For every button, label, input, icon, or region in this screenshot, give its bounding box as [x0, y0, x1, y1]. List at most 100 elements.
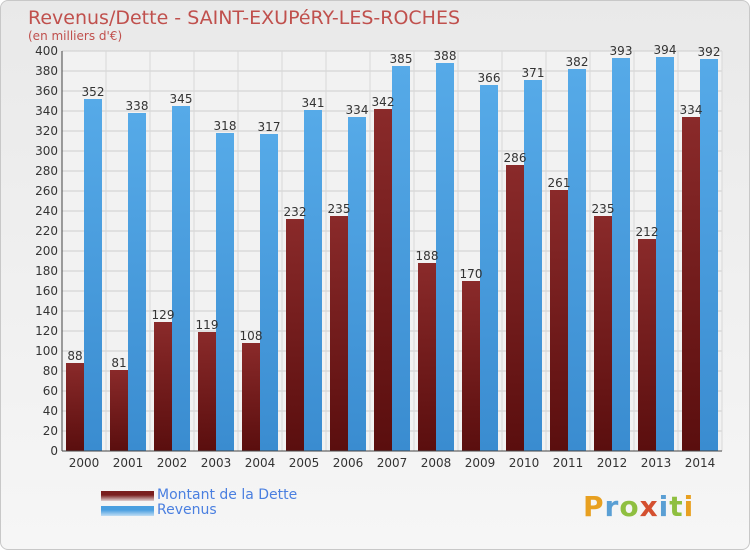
x-tick-label: 2013: [641, 456, 672, 470]
data-label-dette: 235: [328, 202, 351, 216]
x-tick-label: 2005: [289, 456, 320, 470]
bar-revenus: [700, 59, 718, 451]
logo-letter: t: [669, 490, 684, 523]
data-label-revenus: 371: [522, 66, 545, 80]
data-label-dette: 261: [548, 176, 571, 190]
data-label-dette: 119: [196, 318, 219, 332]
bar-revenus: [216, 133, 234, 451]
data-label-revenus: 394: [654, 43, 677, 57]
bar-dette: [110, 370, 128, 451]
bar-revenus: [480, 85, 498, 451]
chart-title: Revenus/Dette - SAINT-EXUPéRY-LES-ROCHES: [28, 7, 461, 29]
x-tick-label: 2011: [553, 456, 584, 470]
x-tick-label: 2008: [421, 456, 452, 470]
x-tick-label: 2000: [69, 456, 100, 470]
data-label-dette: 88: [67, 349, 82, 363]
y-tick-label: 260: [35, 184, 58, 198]
data-label-dette: 129: [152, 308, 175, 322]
proxiti-logo: Proxiti: [583, 490, 694, 523]
bar-revenus: [392, 66, 410, 451]
bar-dette: [66, 363, 84, 451]
data-label-revenus: 388: [434, 49, 457, 63]
data-label-dette: 235: [592, 202, 615, 216]
data-label-revenus: 392: [698, 45, 721, 59]
legend-label-dette: Montant de la Dette: [157, 487, 298, 503]
y-tick-label: 0: [50, 444, 58, 458]
y-tick-label: 380: [35, 64, 58, 78]
y-tick-label: 100: [35, 344, 58, 358]
bar-dette: [154, 322, 172, 451]
data-label-dette: 81: [111, 356, 126, 370]
bar-dette: [506, 165, 524, 451]
y-tick-label: 140: [35, 304, 58, 318]
x-tick-label: 2001: [113, 456, 144, 470]
y-tick-label: 300: [35, 144, 58, 158]
data-label-revenus: 338: [126, 99, 149, 113]
bar-revenus: [172, 106, 190, 451]
y-tick-label: 220: [35, 224, 58, 238]
x-tick-label: 2009: [465, 456, 496, 470]
data-label-dette: 108: [240, 329, 263, 343]
data-label-revenus: 334: [346, 103, 369, 117]
x-tick-label: 2007: [377, 456, 408, 470]
y-tick-label: 120: [35, 324, 58, 338]
bar-dette: [462, 281, 480, 451]
data-label-dette: 188: [416, 249, 439, 263]
data-label-revenus: 393: [610, 44, 633, 58]
y-tick-label: 360: [35, 84, 58, 98]
x-tick-label: 2014: [685, 456, 716, 470]
y-tick-label: 160: [35, 284, 58, 298]
data-label-revenus: 317: [258, 120, 281, 134]
data-label-dette: 342: [372, 95, 395, 109]
logo-letter: i: [658, 490, 670, 523]
chart-subtitle: (en milliers d'€): [28, 29, 123, 43]
data-label-revenus: 382: [566, 55, 589, 69]
data-label-dette: 232: [284, 205, 307, 219]
x-tick-label: 2010: [509, 456, 540, 470]
bar-revenus: [84, 99, 102, 451]
bar-revenus: [260, 134, 278, 451]
bar-dette: [330, 216, 348, 451]
bar-revenus: [436, 63, 454, 451]
y-tick-label: 280: [35, 164, 58, 178]
y-tick-label: 40: [43, 404, 58, 418]
legend-swatch-revenus: [101, 506, 154, 516]
logo-letter: P: [583, 490, 605, 523]
bar-dette: [638, 239, 656, 451]
bar-revenus: [568, 69, 586, 451]
x-tick-label: 2012: [597, 456, 628, 470]
legend-swatch-dette: [101, 491, 154, 501]
data-label-dette: 212: [636, 225, 659, 239]
y-tick-label: 320: [35, 124, 58, 138]
y-tick-label: 180: [35, 264, 58, 278]
data-label-dette: 334: [680, 103, 703, 117]
bar-dette: [242, 343, 260, 451]
bar-revenus: [656, 57, 674, 451]
x-tick-label: 2004: [245, 456, 276, 470]
bar-dette: [418, 263, 436, 451]
bar-revenus: [612, 58, 630, 451]
data-label-revenus: 385: [390, 52, 413, 66]
x-tick-label: 2003: [201, 456, 232, 470]
logo-letter: i: [683, 490, 695, 523]
data-label-dette: 286: [504, 151, 527, 165]
data-label-revenus: 318: [214, 119, 237, 133]
y-tick-label: 60: [43, 384, 58, 398]
data-label-revenus: 341: [302, 96, 325, 110]
bar-revenus: [304, 110, 322, 451]
bar-dette: [682, 117, 700, 451]
x-tick-label: 2006: [333, 456, 364, 470]
data-label-revenus: 352: [82, 85, 105, 99]
bar-dette: [374, 109, 392, 451]
y-tick-label: 20: [43, 424, 58, 438]
legend-label-revenus: Revenus: [157, 502, 217, 518]
data-label-revenus: 366: [478, 71, 501, 85]
y-tick-label: 80: [43, 364, 58, 378]
y-tick-label: 340: [35, 104, 58, 118]
bar-dette: [594, 216, 612, 451]
data-label-dette: 170: [460, 267, 483, 281]
bar-revenus: [524, 80, 542, 451]
logo-letter: r: [604, 490, 620, 523]
